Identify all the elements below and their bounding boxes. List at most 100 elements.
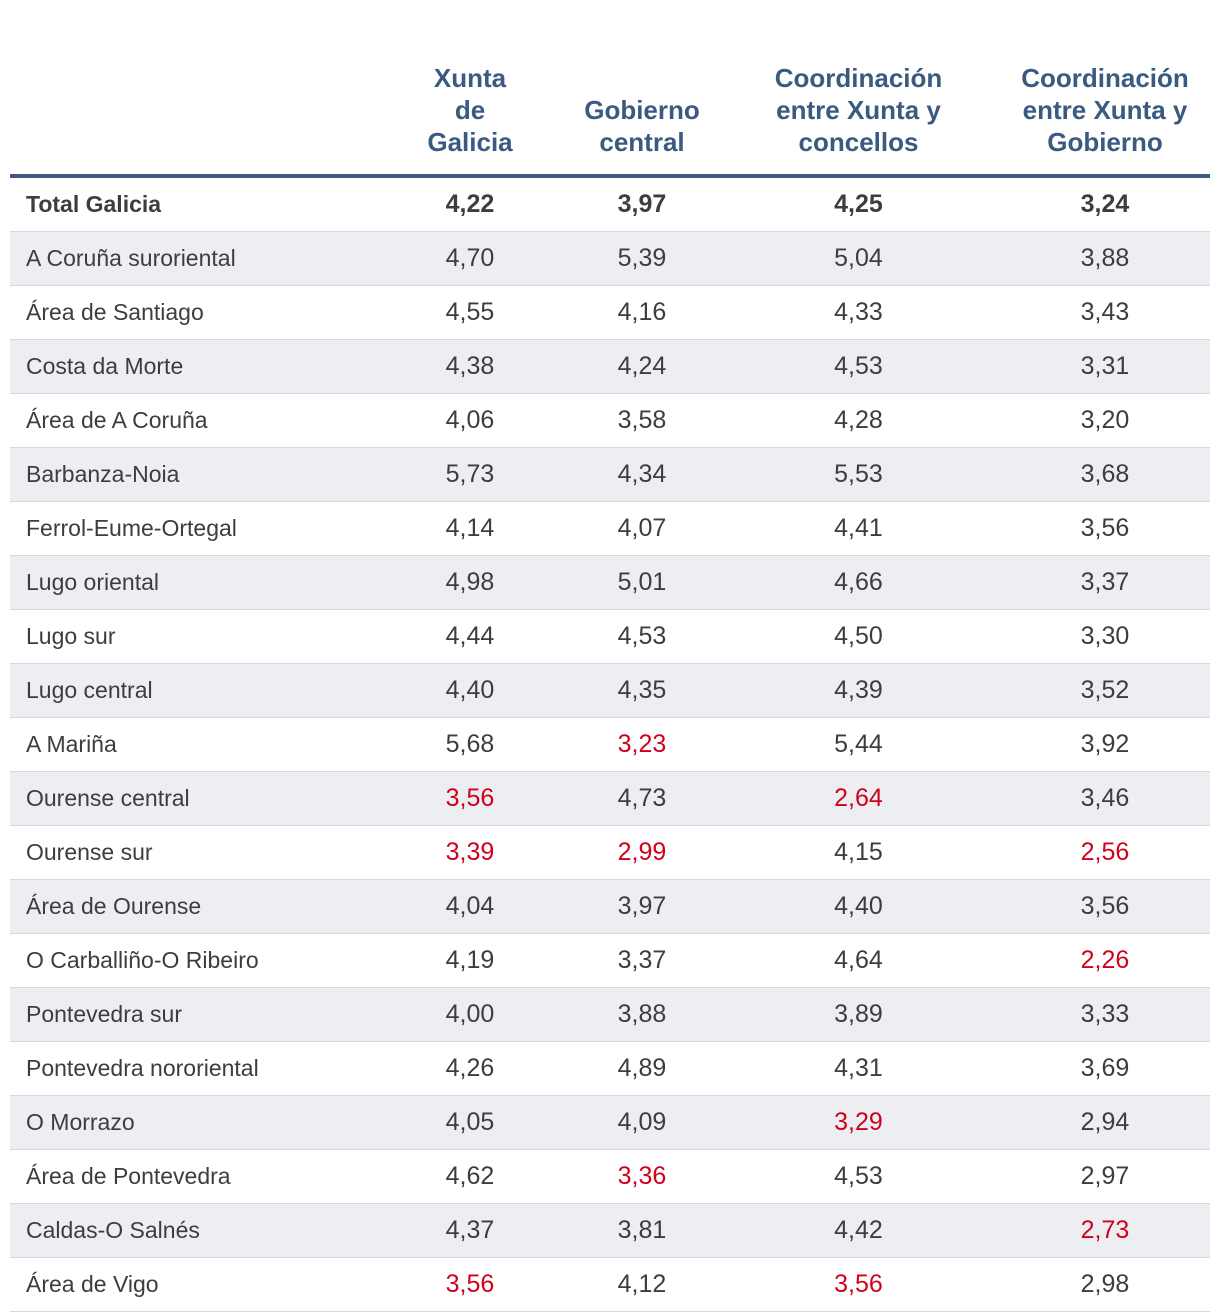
value-cell: 4,12 — [567, 1257, 717, 1312]
table-row: O Morrazo 4,05 4,09 3,29 2,94 — [10, 1095, 1210, 1150]
value-cell: 3,88 — [1000, 231, 1210, 286]
column-header-line: Coordinación — [774, 63, 943, 93]
value-cell: 3,29 — [717, 1095, 1000, 1150]
value-cell: 4,25 — [717, 176, 1000, 232]
value-cell: 4,70 — [373, 231, 567, 286]
row-label: Lugo central — [10, 663, 373, 718]
value-cell: 3,46 — [1000, 771, 1210, 826]
column-header-line: Gobierno — [584, 95, 700, 125]
value-cell: 4,53 — [717, 1149, 1000, 1204]
column-header-line: de — [454, 95, 486, 125]
row-label: Ferrol-Eume-Ortegal — [10, 501, 373, 556]
value-cell: 4,53 — [717, 339, 1000, 394]
column-header-3: Coordinación entre Xunta y concellos — [717, 0, 1000, 178]
value-cell: 4,15 — [717, 825, 1000, 880]
table-row: Lugo central 4,40 4,35 4,39 3,52 — [10, 663, 1210, 718]
value-cell: 4,38 — [373, 339, 567, 394]
table-row: Costa da Morte 4,38 4,24 4,53 3,31 — [10, 339, 1210, 394]
value-cell: 4,44 — [373, 609, 567, 664]
column-header-line: Galicia — [427, 127, 513, 157]
value-cell: 3,56 — [1000, 879, 1210, 934]
value-cell: 3,56 — [1000, 501, 1210, 556]
value-cell: 2,56 — [1000, 825, 1210, 880]
value-cell: 3,20 — [1000, 393, 1210, 448]
value-cell: 3,97 — [567, 879, 717, 934]
value-cell: 3,56 — [373, 771, 567, 826]
row-label: Caldas-O Salnés — [10, 1203, 373, 1258]
value-cell: 2,97 — [1000, 1149, 1210, 1204]
value-cell: 3,30 — [1000, 609, 1210, 664]
table-row: Lugo oriental 4,98 5,01 4,66 3,37 — [10, 555, 1210, 610]
value-cell: 4,40 — [717, 879, 1000, 934]
table-row: Caldas-O Salnés 4,37 3,81 4,42 2,73 — [10, 1203, 1210, 1258]
value-cell: 4,66 — [717, 555, 1000, 610]
value-cell: 4,37 — [373, 1203, 567, 1258]
value-cell: 5,44 — [717, 717, 1000, 772]
value-cell: 2,99 — [567, 825, 717, 880]
table-body: Total Galicia 4,22 3,97 4,25 3,24 A Coruña su… — [10, 176, 1210, 1312]
value-cell: 2,73 — [1000, 1203, 1210, 1258]
value-cell: 2,98 — [1000, 1257, 1210, 1312]
value-cell: 2,64 — [717, 771, 1000, 826]
row-label: Área de Santiago — [10, 285, 373, 340]
value-cell: 4,24 — [567, 339, 717, 394]
value-cell: 3,39 — [373, 825, 567, 880]
row-label: Área de Vigo — [10, 1257, 373, 1312]
value-cell: 4,04 — [373, 879, 567, 934]
value-cell: 4,39 — [717, 663, 1000, 718]
value-cell: 4,41 — [717, 501, 1000, 556]
column-header-line: concellos — [798, 127, 919, 157]
value-cell: 4,33 — [717, 285, 1000, 340]
value-cell: 3,88 — [567, 987, 717, 1042]
column-header-line: central — [599, 127, 685, 157]
row-label: Lugo sur — [10, 609, 373, 664]
value-cell: 4,22 — [373, 176, 567, 232]
table-row: Área de Pontevedra 4,62 3,36 4,53 2,97 — [10, 1149, 1210, 1204]
row-label: A Coruña suroriental — [10, 231, 373, 286]
value-cell: 3,89 — [717, 987, 1000, 1042]
table-row: Ourense sur 3,39 2,99 4,15 2,56 — [10, 825, 1210, 880]
header-blank — [10, 0, 373, 178]
value-cell: 4,53 — [567, 609, 717, 664]
row-label: Área de A Coruña — [10, 393, 373, 448]
value-cell: 3,92 — [1000, 717, 1210, 772]
row-label: Lugo oriental — [10, 555, 373, 610]
value-cell: 5,68 — [373, 717, 567, 772]
row-label: Área de Pontevedra — [10, 1149, 373, 1204]
value-cell: 3,31 — [1000, 339, 1210, 394]
column-header-1: Xunta de Galicia — [373, 0, 567, 178]
column-header-line: Gobierno — [1047, 127, 1163, 157]
value-cell: 5,73 — [373, 447, 567, 502]
value-cell: 4,42 — [717, 1203, 1000, 1258]
column-header-line: Coordinación — [1021, 63, 1189, 93]
value-cell: 5,53 — [717, 447, 1000, 502]
value-cell: 2,26 — [1000, 933, 1210, 988]
column-header-line: entre Xunta y — [776, 95, 941, 125]
table-row: Lugo sur 4,44 4,53 4,50 3,30 — [10, 609, 1210, 664]
column-header-4: Coordinación entre Xunta y Gobierno — [1000, 0, 1210, 178]
value-cell: 4,07 — [567, 501, 717, 556]
table-row: Ourense central 3,56 4,73 2,64 3,46 — [10, 771, 1210, 826]
value-cell: 4,89 — [567, 1041, 717, 1096]
value-cell: 5,39 — [567, 231, 717, 286]
value-cell: 3,36 — [567, 1149, 717, 1204]
value-cell: 4,26 — [373, 1041, 567, 1096]
value-cell: 4,14 — [373, 501, 567, 556]
value-cell: 4,05 — [373, 1095, 567, 1150]
value-cell: 2,94 — [1000, 1095, 1210, 1150]
row-label: Pontevedra nororiental — [10, 1041, 373, 1096]
row-label: Ourense central — [10, 771, 373, 826]
value-cell: 4,16 — [567, 285, 717, 340]
row-label: Costa da Morte — [10, 339, 373, 394]
value-cell: 3,58 — [567, 393, 717, 448]
table-row: Área de Santiago 4,55 4,16 4,33 3,43 — [10, 285, 1210, 340]
table-row: Ferrol-Eume-Ortegal 4,14 4,07 4,41 3,56 — [10, 501, 1210, 556]
value-cell: 4,98 — [373, 555, 567, 610]
value-cell: 5,04 — [717, 231, 1000, 286]
value-cell: 4,00 — [373, 987, 567, 1042]
row-label: A Mariña — [10, 717, 373, 772]
column-header-line: entre Xunta y — [1022, 95, 1188, 125]
table-row: Área de Vigo 3,56 4,12 3,56 2,98 — [10, 1257, 1210, 1312]
value-cell: 4,40 — [373, 663, 567, 718]
value-cell: 4,06 — [373, 393, 567, 448]
